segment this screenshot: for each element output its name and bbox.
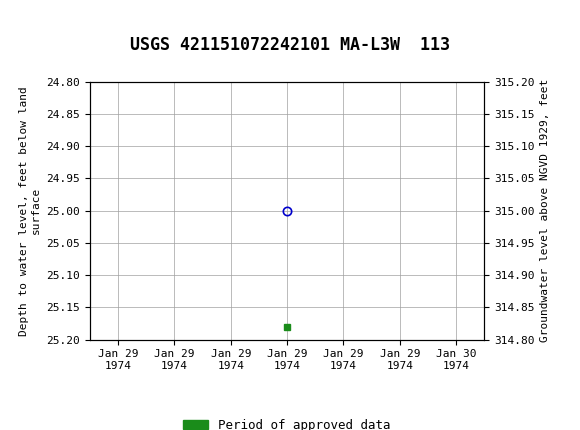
Text: USGS 421151072242101 MA-L3W  113: USGS 421151072242101 MA-L3W 113 — [130, 36, 450, 54]
Y-axis label: Groundwater level above NGVD 1929, feet: Groundwater level above NGVD 1929, feet — [540, 79, 550, 342]
Legend: Period of approved data: Period of approved data — [179, 414, 396, 430]
Y-axis label: Depth to water level, feet below land
surface: Depth to water level, feet below land su… — [19, 86, 41, 335]
Text: ≡: ≡ — [8, 6, 28, 30]
Text: USGS: USGS — [32, 9, 92, 28]
